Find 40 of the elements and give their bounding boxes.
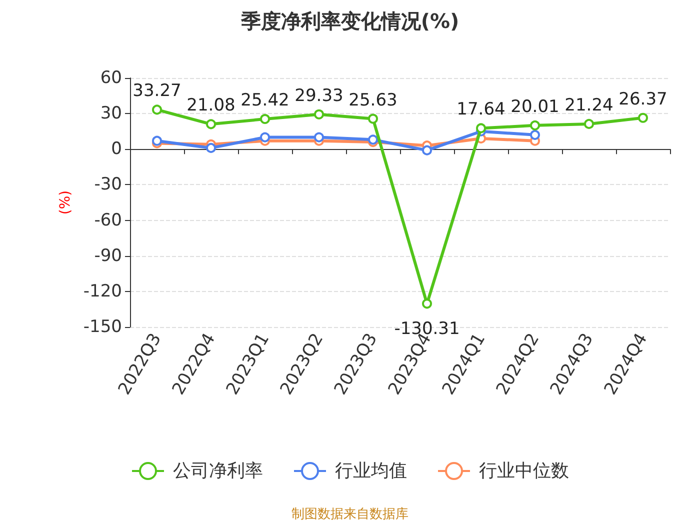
point	[476, 123, 486, 134]
point	[152, 136, 162, 146]
point	[314, 109, 324, 120]
point	[260, 132, 270, 142]
data-label: 25.42	[240, 90, 290, 110]
y-tick-label: -60	[94, 210, 122, 230]
y-tick-label: 0	[111, 139, 122, 160]
text: 制图数据来自数据库	[292, 507, 408, 522]
y-tick-label: -120	[83, 281, 122, 302]
legend-label: 行业中位数	[479, 460, 569, 482]
point	[260, 114, 270, 124]
data-label: 21.24	[564, 95, 614, 116]
data-label: 25.63	[348, 90, 398, 110]
point	[422, 145, 432, 156]
point	[422, 298, 432, 309]
point	[584, 118, 594, 129]
legend-label: 行业均值	[335, 460, 407, 482]
data-label: 21.08	[186, 96, 236, 116]
point	[530, 120, 540, 130]
y-tick-label: -30	[94, 174, 122, 195]
point	[314, 132, 324, 142]
chart-title: 季度净利率变化情况(%)	[240, 9, 460, 33]
data-label: 26.37	[618, 89, 668, 110]
data-label: 29.33	[294, 86, 344, 106]
y-tick-label: -90	[94, 246, 122, 266]
data-label: 17.64	[456, 100, 506, 120]
y-tick-label: 30	[100, 104, 122, 124]
point	[206, 142, 216, 153]
point	[368, 114, 378, 124]
point	[152, 104, 162, 115]
y-axis-title: (%)	[58, 190, 74, 215]
point	[530, 130, 540, 140]
data-label: 20.01	[510, 96, 560, 117]
legend-label: 公司净利率	[173, 460, 263, 482]
point	[638, 112, 648, 123]
data-label: 33.27	[132, 81, 182, 102]
point	[368, 134, 378, 145]
y-tick-label: 60	[100, 68, 122, 88]
point	[206, 119, 216, 130]
y-tick-label: -150	[83, 317, 122, 337]
